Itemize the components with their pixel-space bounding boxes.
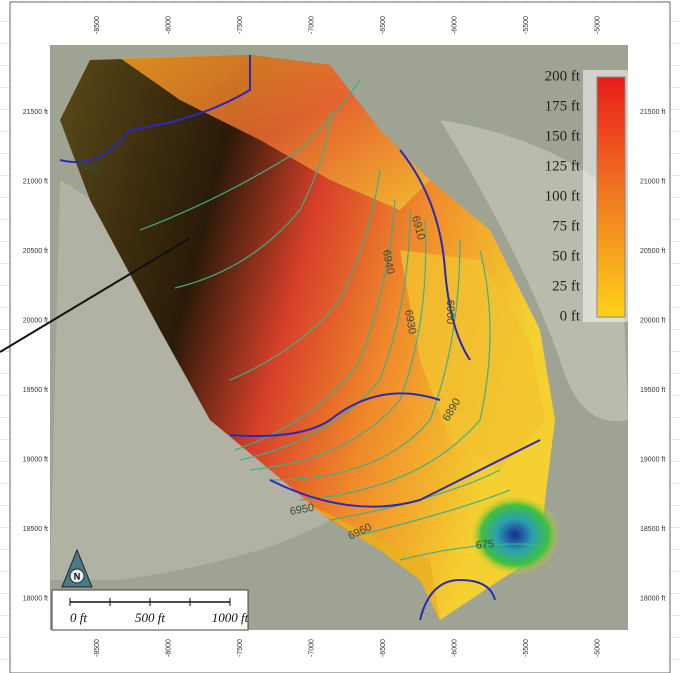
y-axis-label: 20500 ft xyxy=(23,248,48,255)
legend-label: 0 ft xyxy=(560,308,581,324)
y-axis-label: 21000 ft xyxy=(23,178,48,185)
legend-label: 150 ft xyxy=(545,128,581,144)
y-axis-label: 19500 ft xyxy=(23,387,48,394)
x-axis-label: -5000 xyxy=(594,16,601,34)
scale-label: 1000 ft xyxy=(212,610,249,625)
x-axis-label: -6500 xyxy=(380,639,387,657)
x-axis-label: -7000 xyxy=(308,639,315,657)
y-axis-label: 21500 ft xyxy=(23,109,48,116)
y-axis-label: 18500 ft xyxy=(23,526,48,533)
map-figure: N -8500 -8500 -8000 -8000 -7500 -7500 -7000 -70… xyxy=(0,0,680,673)
x-axis-label: -5000 xyxy=(594,639,601,657)
y-axis-label: 21500 ft xyxy=(640,109,665,116)
legend-label: 25 ft xyxy=(552,278,581,294)
scale-label: 500 ft xyxy=(135,610,165,625)
contour-label: 6900 xyxy=(444,300,456,324)
survey-area xyxy=(470,495,560,575)
legend-label: 75 ft xyxy=(552,218,581,234)
y-axis-label: 20500 ft xyxy=(640,248,665,255)
x-axis-label: -7000 xyxy=(308,16,315,34)
colorbar xyxy=(597,77,625,317)
x-axis-label: -8500 xyxy=(94,639,101,657)
x-axis-label: -6000 xyxy=(451,639,458,657)
y-axis-label: 19000 ft xyxy=(640,456,665,463)
legend-label: 175 ft xyxy=(545,98,581,114)
legend-label: 200 ft xyxy=(545,68,581,84)
x-axis-label: -8000 xyxy=(165,16,172,34)
x-axis-label: -6000 xyxy=(451,16,458,34)
legend-label: 100 ft xyxy=(545,188,581,204)
y-axis-label: 18000 ft xyxy=(640,595,665,602)
x-axis-label: -7500 xyxy=(237,639,244,657)
y-axis-label: 18000 ft xyxy=(23,595,48,602)
x-axis-label: -6500 xyxy=(380,16,387,34)
scale-label: 0 ft xyxy=(70,610,87,625)
contour-label: 675 xyxy=(475,538,494,552)
y-axis-label: 20000 ft xyxy=(23,317,48,324)
x-axis-label: -8000 xyxy=(165,639,172,657)
x-axis-label: -7500 xyxy=(237,16,244,34)
y-axis-label: 20000 ft xyxy=(640,317,665,324)
legend-label: 125 ft xyxy=(545,158,581,174)
y-axis-label: 19000 ft xyxy=(23,456,48,463)
x-axis-label: -5500 xyxy=(523,16,530,34)
x-axis-label: -5500 xyxy=(523,639,530,657)
y-axis-label: 21000 ft xyxy=(640,178,665,185)
north-label: N xyxy=(74,571,81,581)
x-axis-label: -8500 xyxy=(94,16,101,34)
y-axis-label: 18500 ft xyxy=(640,526,665,533)
y-axis-label: 19500 ft xyxy=(640,387,665,394)
legend-label: 50 ft xyxy=(552,248,581,264)
